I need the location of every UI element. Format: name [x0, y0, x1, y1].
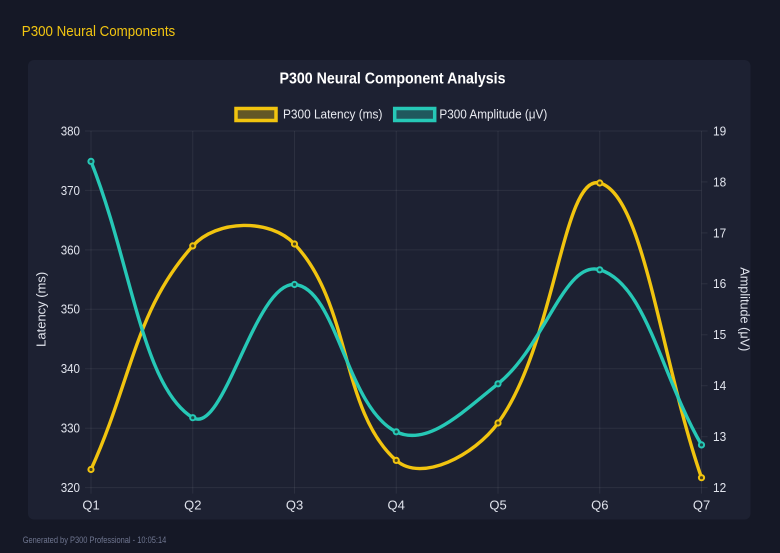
svg-text:P300 Latency (ms): P300 Latency (ms) — [283, 107, 382, 121]
svg-text:330: 330 — [61, 422, 80, 436]
svg-text:340: 340 — [61, 362, 80, 376]
svg-text:15: 15 — [713, 328, 726, 342]
svg-text:17: 17 — [713, 226, 726, 240]
svg-text:Latency (ms): Latency (ms) — [35, 272, 49, 347]
svg-text:380: 380 — [61, 124, 80, 138]
svg-text:12: 12 — [713, 481, 726, 495]
svg-text:350: 350 — [61, 303, 80, 317]
svg-text:370: 370 — [61, 184, 80, 198]
svg-text:Q4: Q4 — [388, 498, 405, 513]
svg-text:14: 14 — [713, 379, 726, 393]
svg-text:Q7: Q7 — [693, 498, 710, 513]
svg-text:16: 16 — [713, 277, 726, 291]
svg-text:18: 18 — [713, 175, 726, 189]
svg-text:P300 Neural Component Analysis: P300 Neural Component Analysis — [280, 71, 506, 88]
svg-text:P300 Amplitude (μV): P300 Amplitude (μV) — [439, 107, 547, 121]
svg-text:360: 360 — [61, 243, 80, 257]
svg-text:13: 13 — [713, 430, 726, 444]
svg-text:Q5: Q5 — [489, 498, 506, 513]
svg-text:Q3: Q3 — [286, 498, 303, 513]
svg-text:Q1: Q1 — [82, 498, 99, 513]
svg-text:19: 19 — [713, 124, 726, 138]
svg-text:Q6: Q6 — [591, 498, 608, 513]
svg-text:P300 Neural Components: P300 Neural Components — [22, 23, 175, 40]
svg-text:Generated by P300 Professional: Generated by P300 Professional - 10:05:1… — [23, 535, 167, 545]
svg-text:320: 320 — [61, 481, 80, 495]
svg-text:Amplitude (μV): Amplitude (μV) — [738, 267, 752, 351]
svg-text:Q2: Q2 — [184, 498, 201, 513]
